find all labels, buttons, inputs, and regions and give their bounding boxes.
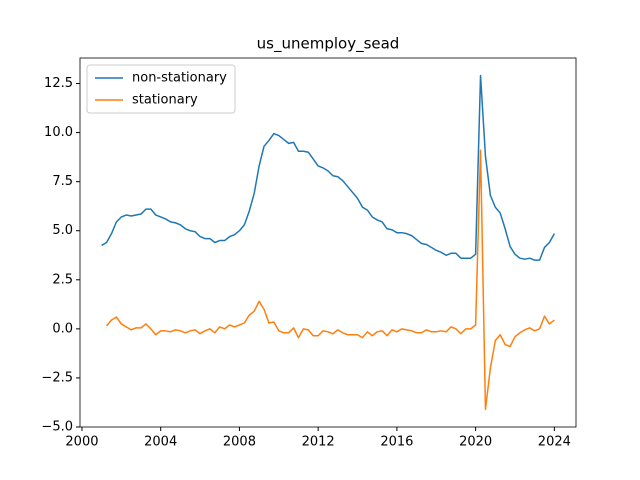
x-tick-label: 2020 [459, 435, 492, 450]
legend: non-stationary stationary [86, 64, 236, 114]
y-tick-label: 7.5 [52, 174, 73, 189]
y-tick-label: 10.0 [44, 125, 73, 140]
y-tick-label: 2.5 [52, 272, 73, 287]
x-tick-label: 2016 [380, 435, 413, 450]
line-series [105, 149, 555, 411]
x-tick-label: 2012 [302, 435, 335, 450]
x-tick-label: 2024 [538, 435, 571, 450]
x-tick-label: 2008 [223, 435, 256, 450]
line-series [101, 74, 556, 261]
y-tick-label: −2.5 [41, 370, 73, 385]
x-tick-label: 2004 [144, 435, 177, 450]
chart-title: us_unemploy_sead [257, 35, 400, 54]
y-tick-label: 0.0 [52, 321, 73, 336]
y-tick-label: 12.5 [44, 76, 73, 91]
legend-label: non-stationary [132, 71, 227, 86]
plot-frame [79, 57, 577, 428]
legend-frame [86, 64, 236, 114]
x-tick-label: 2000 [65, 435, 98, 450]
y-tick-label: −5.0 [41, 420, 73, 435]
legend-label: stationary [132, 93, 198, 108]
y-tick-label: 5.0 [52, 223, 73, 238]
